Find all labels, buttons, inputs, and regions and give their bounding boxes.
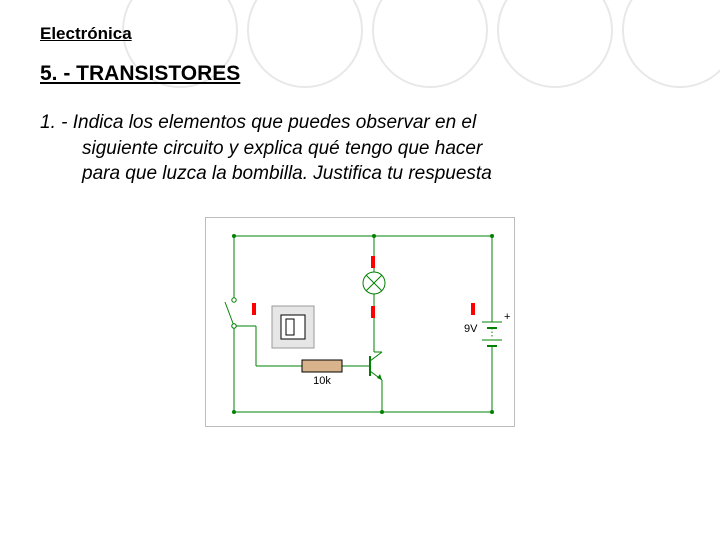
circuit-diagram: 10k +9V [205, 217, 515, 427]
page-header: Electrónica [40, 24, 680, 44]
svg-text:10k: 10k [313, 375, 331, 387]
svg-text:+: + [504, 311, 510, 323]
svg-text:9V: 9V [464, 323, 478, 335]
question-line-1: 1. - Indica los elementos que puedes obs… [40, 112, 476, 133]
question-text: 1. - Indica los elementos que puedes obs… [40, 110, 600, 187]
question-line-2: siguiente circuito y explica qué tengo q… [40, 136, 600, 162]
question-line-3: para que luzca la bombilla. Justifica tu… [40, 161, 600, 187]
section-title: 5. - TRANSISTORES [40, 62, 680, 86]
